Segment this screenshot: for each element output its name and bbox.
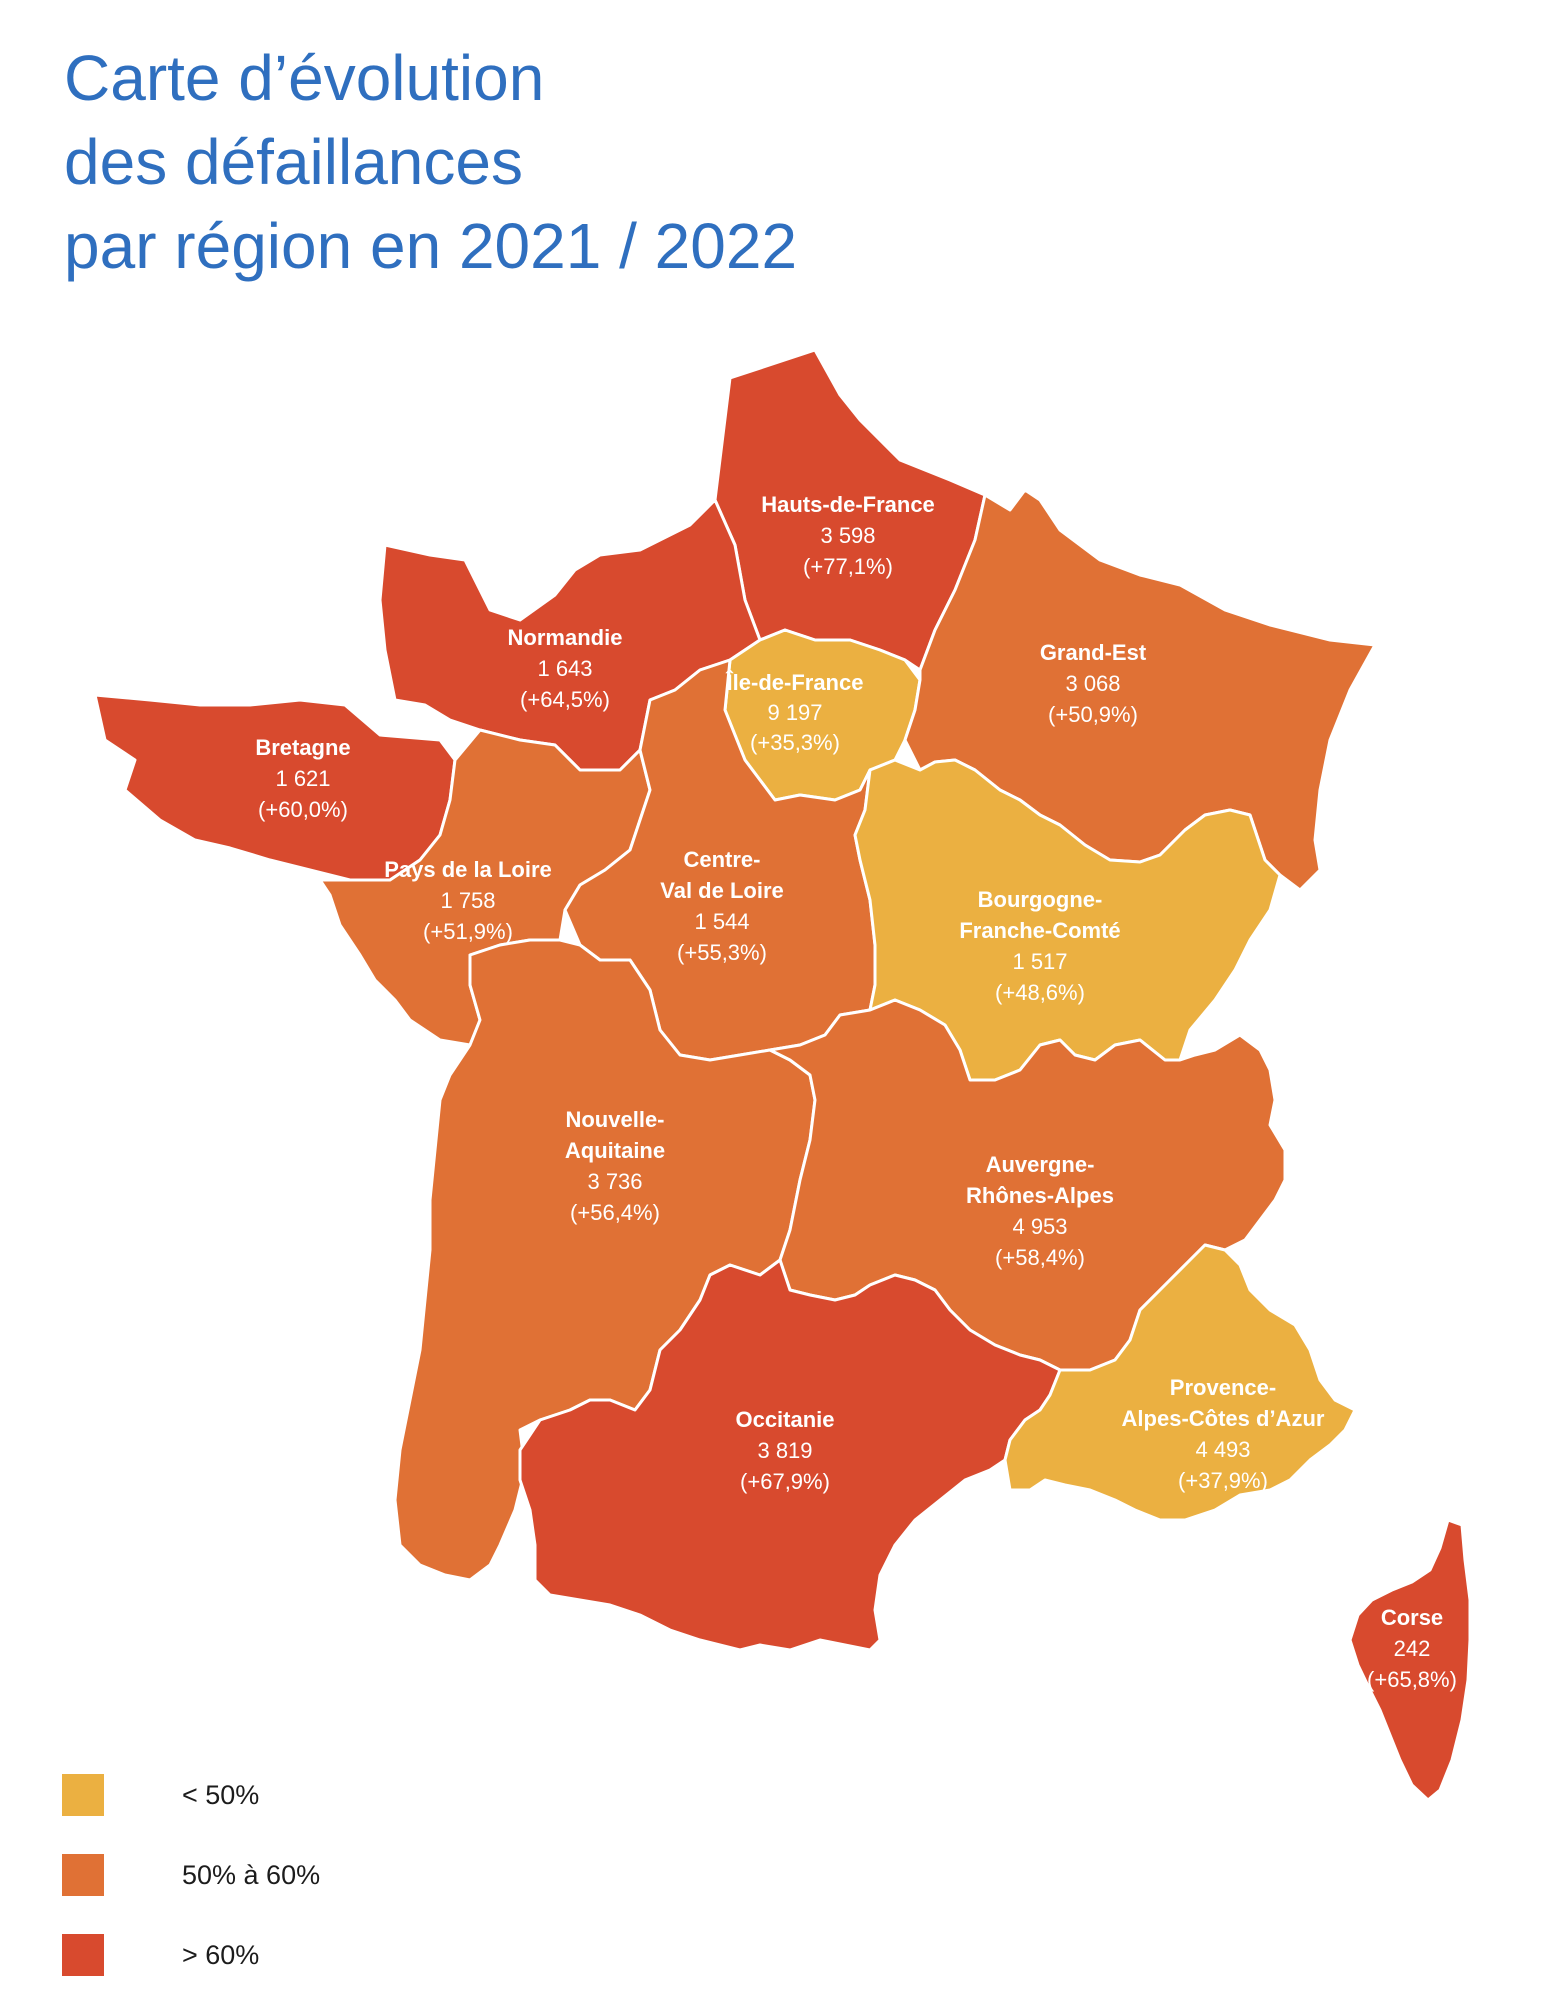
label-centre-val-de-loire: Centre- Val de Loire 1 544 (+55,3%) — [660, 847, 784, 965]
region-name-line2: Franche-Comté — [959, 918, 1120, 943]
region-count: 9 197 — [767, 700, 822, 725]
region-count: 1 758 — [440, 888, 495, 913]
region-count: 4 493 — [1195, 1437, 1250, 1462]
title-line-1: Carte d’évolution — [64, 42, 545, 114]
region-count: 1 621 — [275, 766, 330, 791]
legend-label-low: < 50% — [182, 1779, 260, 1810]
region-name: Île-de-France — [726, 670, 864, 695]
label-nouvelle-aquitaine: Nouvelle- Aquitaine 3 736 (+56,4%) — [565, 1107, 665, 1225]
region-name: Normandie — [508, 625, 623, 650]
label-paca: Provence- Alpes-Côtes d’Azur 4 493 (+37,… — [1122, 1375, 1325, 1493]
legend-item-low: < 50% — [62, 1774, 259, 1816]
region-name-line2: Alpes-Côtes d’Azur — [1122, 1406, 1325, 1431]
region-change: (+58,4%) — [995, 1245, 1085, 1270]
region-change: (+48,6%) — [995, 980, 1085, 1005]
label-bourgogne-franche-comte: Bourgogne- Franche-Comté 1 517 (+48,6%) — [959, 887, 1120, 1005]
region-name: Hauts-de-France — [761, 492, 935, 517]
title-line-3: par région en 2021 / 2022 — [64, 210, 798, 282]
region-count: 242 — [1394, 1636, 1431, 1661]
legend-item-mid: 50% à 60% — [62, 1854, 320, 1896]
region-name-line1: Nouvelle- — [565, 1107, 664, 1132]
label-hauts-de-france: Hauts-de-France 3 598 (+77,1%) — [761, 492, 935, 579]
region-occitanie[interactable] — [518, 1258, 1062, 1652]
region-count: 3 068 — [1065, 671, 1120, 696]
label-pays-de-la-loire: Pays de la Loire 1 758 (+51,9%) — [384, 857, 552, 944]
region-change: (+35,3%) — [750, 730, 840, 755]
label-grand-est: Grand-Est 3 068 (+50,9%) — [1040, 640, 1147, 727]
region-paca[interactable] — [1003, 1243, 1357, 1522]
region-change: (+77,1%) — [803, 554, 893, 579]
region-change: (+65,8%) — [1367, 1667, 1457, 1692]
region-name-line1: Provence- — [1170, 1375, 1276, 1400]
label-normandie: Normandie 1 643 (+64,5%) — [508, 625, 623, 712]
region-count: 1 643 — [537, 656, 592, 681]
label-occitanie: Occitanie 3 819 (+67,9%) — [735, 1407, 834, 1494]
region-name-line1: Auvergne- — [986, 1152, 1095, 1177]
legend-swatch-low — [62, 1774, 104, 1816]
region-name: Pays de la Loire — [384, 857, 552, 882]
region-change: (+60,0%) — [258, 797, 348, 822]
region-name-line2: Aquitaine — [565, 1138, 665, 1163]
region-change: (+67,9%) — [740, 1469, 830, 1494]
region-change: (+64,5%) — [520, 687, 610, 712]
region-name-line1: Centre- — [683, 847, 760, 872]
region-change: (+37,9%) — [1178, 1468, 1268, 1493]
region-name: Corse — [1381, 1605, 1443, 1630]
region-name: Bretagne — [255, 735, 350, 760]
region-count: 1 517 — [1012, 949, 1067, 974]
region-change: (+56,4%) — [570, 1200, 660, 1225]
region-change: (+51,9%) — [423, 919, 513, 944]
region-name: Occitanie — [735, 1407, 834, 1432]
title-line-2: des défaillances — [64, 126, 523, 198]
region-corse[interactable] — [1348, 1518, 1472, 1802]
region-change: (+50,9%) — [1048, 702, 1138, 727]
legend-label-high: > 60% — [182, 1939, 260, 1970]
label-bretagne: Bretagne 1 621 (+60,0%) — [255, 735, 350, 822]
region-count: 3 819 — [757, 1438, 812, 1463]
region-name-line2: Rhônes-Alpes — [966, 1183, 1114, 1208]
region-name-line2: Val de Loire — [660, 878, 784, 903]
legend-swatch-mid — [62, 1854, 104, 1896]
label-corse: Corse 242 (+65,8%) — [1367, 1605, 1457, 1692]
region-count: 3 736 — [587, 1169, 642, 1194]
region-count: 1 544 — [694, 909, 749, 934]
map-title: Carte d’évolution des défaillances par r… — [64, 36, 1064, 288]
legend-item-high: > 60% — [62, 1934, 259, 1976]
region-count: 4 953 — [1012, 1214, 1067, 1239]
region-count: 3 598 — [820, 523, 875, 548]
region-name: Grand-Est — [1040, 640, 1147, 665]
region-name-line1: Bourgogne- — [978, 887, 1103, 912]
region-change: (+55,3%) — [677, 940, 767, 965]
legend-swatch-high — [62, 1934, 104, 1976]
label-auvergne-rhone-alpes: Auvergne- Rhônes-Alpes 4 953 (+58,4%) — [966, 1152, 1114, 1270]
label-ile-de-france: Île-de-France 9 197 (+35,3%) — [726, 670, 864, 755]
legend-label-mid: 50% à 60% — [182, 1859, 321, 1890]
